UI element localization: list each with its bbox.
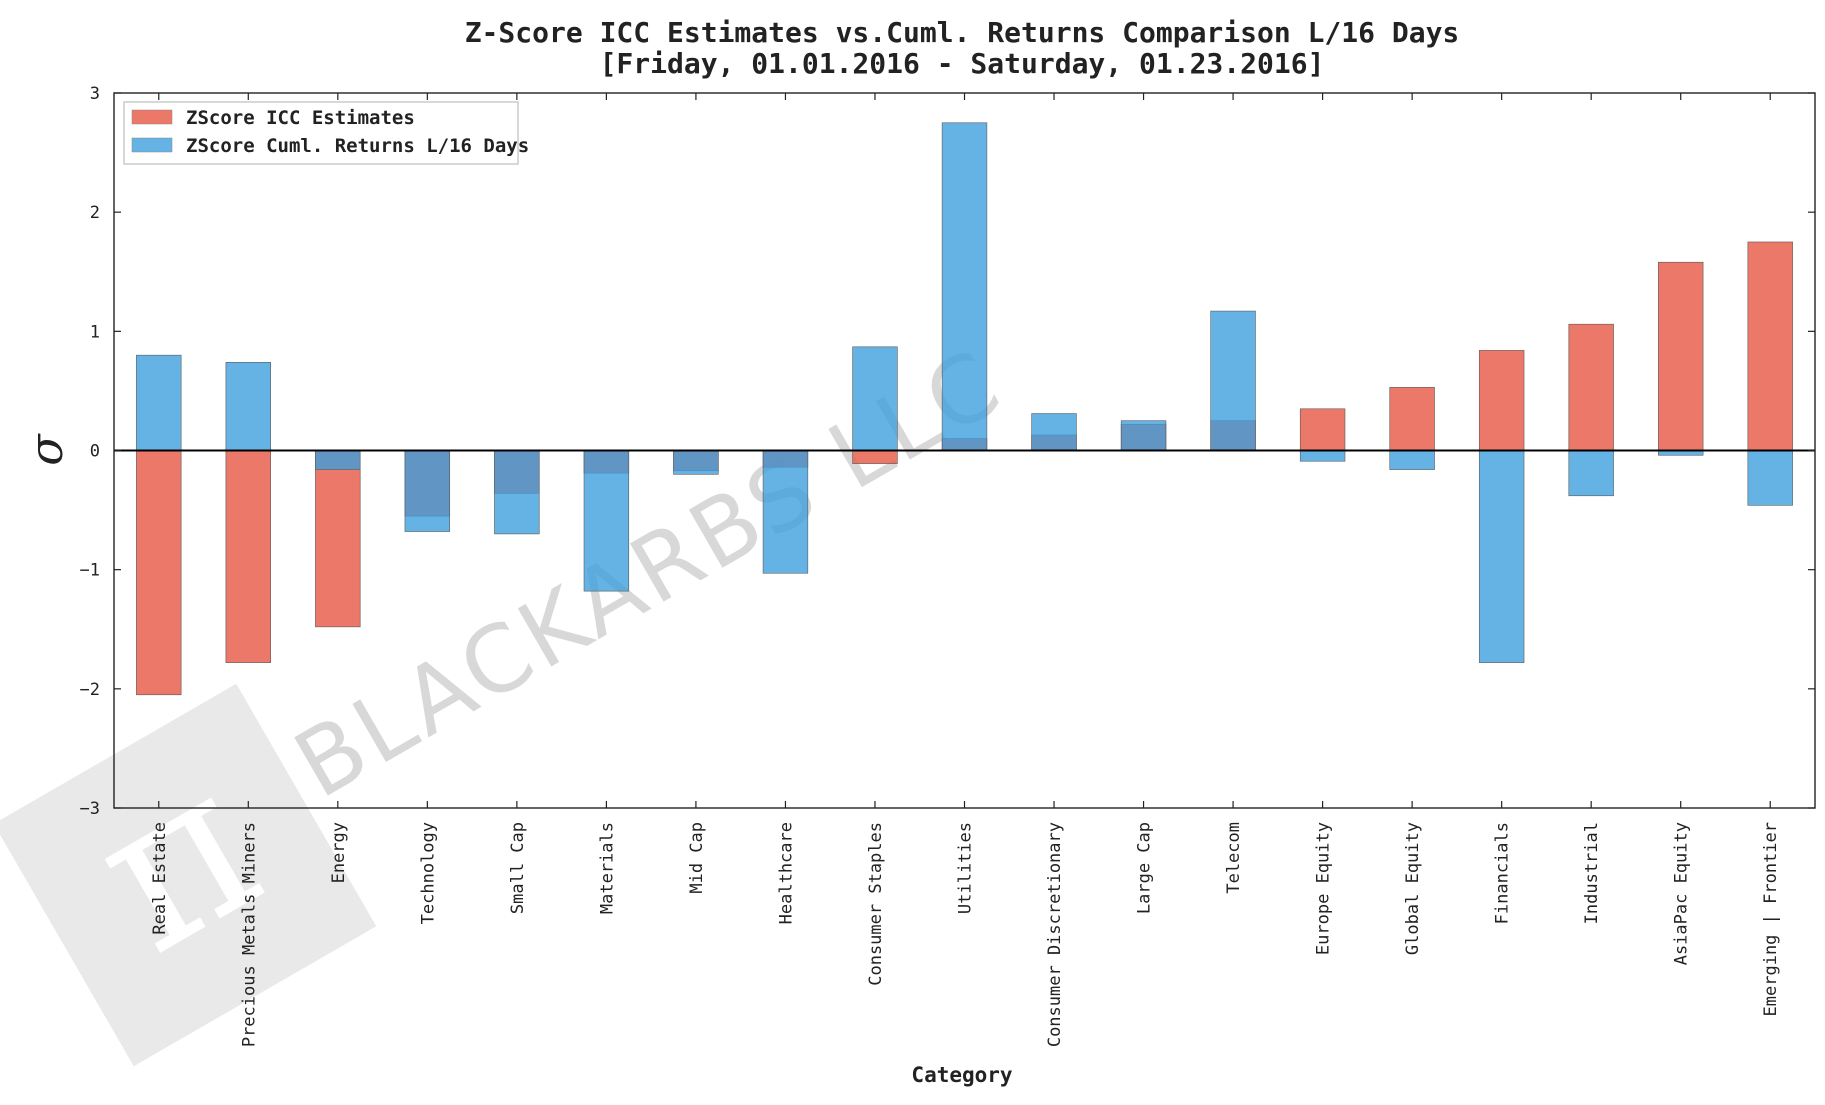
x-tick-label-17: AsiaPac Equity [1672, 822, 1692, 965]
bar-returns-14 [1389, 450, 1435, 470]
bar-returns-3 [404, 450, 451, 532]
x-tick-label-9: Utilities [956, 822, 976, 914]
bar-icc-15 [1478, 350, 1525, 451]
x-tick-label-14: Global Equity [1403, 822, 1423, 955]
y-tick-label-0: −3 [80, 799, 100, 819]
bar-returns-18 [1747, 450, 1793, 506]
x-tick-label-7: Healthcare [776, 822, 796, 924]
bar-icc-16 [1568, 323, 1614, 451]
bar-icc-17 [1658, 261, 1704, 451]
bar-returns-9 [941, 122, 988, 451]
bar-returns-7 [762, 450, 809, 574]
x-tick-label-3: Technology [418, 822, 438, 924]
bar-returns-6 [673, 450, 719, 475]
x-tick-label-0: Real Estate [150, 822, 170, 935]
bar-returns-4 [494, 450, 540, 535]
x-tick-label-2: Energy [329, 822, 349, 883]
x-axis-label: Category [911, 1063, 1013, 1087]
legend-box [123, 101, 519, 165]
x-tick-label-4: Small Cap [508, 822, 528, 914]
bar-returns-11 [1120, 420, 1167, 451]
x-tick-label-11: Large Cap [1135, 822, 1155, 914]
bar-returns-2 [315, 450, 361, 470]
bar-returns-5 [583, 450, 630, 592]
legend-label-icc: ZScore ICC Estimates [186, 107, 415, 129]
y-tick-label-2: −1 [80, 561, 100, 581]
y-tick-label-5: 2 [90, 203, 100, 223]
bar-icc-0 [136, 450, 182, 696]
x-tick-label-12: Telecom [1224, 822, 1244, 894]
x-tick-label-13: Europe Equity [1314, 822, 1334, 955]
bar-icc-1 [225, 450, 271, 663]
legend-label-returns: ZScore Cuml. Returns L/16 Days [186, 135, 529, 157]
bar-returns-15 [1478, 450, 1525, 663]
bar-returns-0 [136, 354, 182, 451]
bar-returns-12 [1210, 310, 1256, 451]
y-tick-label-3: 0 [90, 442, 100, 462]
x-tick-label-16: Industrial [1582, 822, 1602, 924]
bar-returns-10 [1031, 413, 1077, 451]
y-tick-label-6: 3 [90, 84, 100, 104]
chart-title-line2: [Friday, 01.01.2016 - Saturday, 01.23.20… [600, 47, 1325, 80]
y-tick-label-4: 1 [90, 322, 100, 342]
x-tick-label-8: Consumer Staples [866, 822, 886, 986]
bars [136, 122, 1793, 696]
chart-title-line1: Z-Score ICC Estimates vs.Cuml. Returns C… [465, 16, 1460, 49]
watermark-logo-box [0, 683, 377, 1067]
y-tick-label-1: −2 [80, 680, 100, 700]
bar-icc-14 [1389, 387, 1435, 451]
bar-icc-13 [1299, 408, 1346, 451]
watermark-text: BLACKARBS LLC [278, 329, 1020, 819]
bar-icc-2 [315, 450, 361, 628]
legend-swatch-icc [131, 109, 173, 125]
axes: −3 −2 −1 0 1 2 3 Real Estate Precious Metals Min… [80, 84, 1816, 1047]
bar-returns-13 [1299, 450, 1346, 462]
x-tick-label-10: Consumer Discretionary [1045, 822, 1065, 1047]
legend-swatch-returns [131, 137, 173, 153]
bar-returns-1 [225, 362, 271, 451]
x-tick-label-15: Financials [1493, 822, 1513, 924]
bar-icc-18 [1747, 241, 1793, 451]
bar-returns-8 [852, 346, 898, 451]
x-tick-label-1: Precious Metals Miners [239, 822, 259, 1047]
x-tick-label-6: Mid Cap [687, 822, 707, 894]
x-tick-label-5: Materials [597, 822, 617, 914]
y-axis-label: σ [19, 433, 73, 466]
bar-icc-8 [852, 450, 898, 464]
bar-returns-16 [1568, 450, 1614, 497]
legend: ZScore ICC Estimates ZScore Cuml. Return… [123, 101, 529, 165]
x-tick-label-18: Emerging | Frontier [1761, 822, 1781, 1016]
